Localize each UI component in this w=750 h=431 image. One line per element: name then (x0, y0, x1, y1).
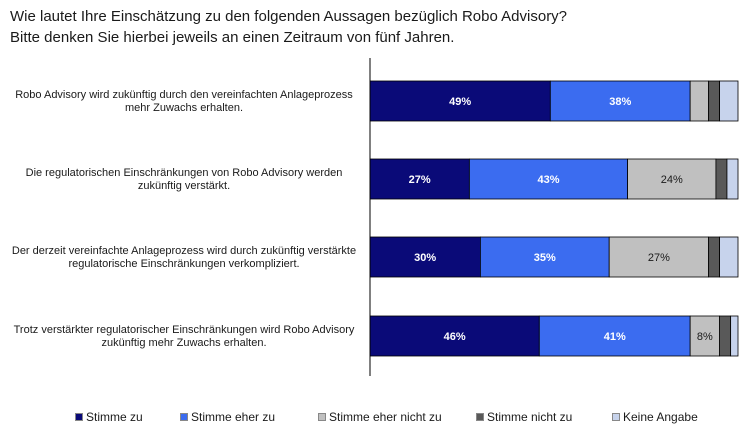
legend-label: Stimme eher zu (191, 410, 276, 424)
data-label: 43% (537, 174, 559, 186)
data-label: 41% (604, 331, 626, 343)
bar-segment (468, 158, 628, 200)
bar-segment (369, 158, 470, 200)
bar-segment (719, 236, 739, 278)
category-label-line: regulatorische Einschränkungen verkompli… (68, 258, 299, 270)
bar-segment (719, 80, 739, 122)
bar-segment (730, 315, 739, 357)
bar-segment (715, 158, 728, 200)
data-label: 38% (609, 96, 631, 108)
data-label: 24% (661, 174, 683, 186)
bar-segment (627, 158, 717, 200)
category-label: Der derzeit vereinfachte Anlageprozess w… (12, 245, 356, 270)
data-label: 46% (444, 331, 466, 343)
chart-title: Wie lautet Ihre Einschätzung zu den folg… (10, 6, 567, 48)
category-label-line: mehr Zuwachs erhalten. (125, 102, 243, 114)
category-label-line: Die regulatorischen Einschränkungen von … (26, 167, 343, 179)
data-label: 35% (534, 252, 556, 264)
bar-segment (369, 315, 540, 357)
category-label: Die regulatorischen Einschränkungen von … (26, 167, 343, 192)
category-label-line: zukünftig verstärkt. (138, 180, 230, 192)
legend-label: Keine Angabe (623, 410, 698, 424)
category-label-line: Robo Advisory wird zukünftig durch den v… (15, 89, 353, 101)
category-label-line: zukünftig mehr Zuwachs erhalten. (101, 337, 266, 349)
bar-segment (369, 80, 551, 122)
legend-label: Stimme zu (86, 410, 143, 424)
bar-segment (689, 315, 720, 357)
legend-label: Stimme nicht zu (487, 410, 573, 424)
data-label: 30% (414, 252, 436, 264)
bar-segment (479, 236, 610, 278)
legend-swatch (612, 413, 620, 421)
bar-segment (708, 80, 720, 122)
bar-segment (369, 236, 481, 278)
legend-item: Stimme zu (75, 410, 143, 424)
data-label: 27% (409, 174, 431, 186)
category-label-line: Trotz verstärkter regulatorischer Einsch… (14, 324, 355, 336)
legend-item: Stimme eher zu (180, 410, 275, 424)
data-label: 27% (648, 252, 670, 264)
chart-legend: Stimme zu Stimme eher zu Stimme eher nicht… (0, 410, 750, 430)
bar-segment (719, 315, 732, 357)
category-label-line: Der derzeit vereinfachte Anlageprozess w… (12, 245, 356, 257)
legend-swatch (318, 413, 326, 421)
category-label: Trotz verstärkter regulatorischer Einsch… (14, 324, 355, 349)
legend-swatch (75, 413, 83, 421)
data-label: 49% (449, 96, 471, 108)
legend-item: Stimme eher nicht zu (318, 410, 442, 424)
legend-item: Keine Angabe (612, 410, 698, 424)
legend-label: Stimme eher nicht zu (329, 410, 442, 424)
title-line-1: Wie lautet Ihre Einschätzung zu den folg… (10, 8, 568, 25)
bar-segment (726, 158, 739, 200)
bar-segment (708, 236, 720, 278)
bar-segment (689, 80, 709, 122)
category-label: Robo Advisory wird zukünftig durch den v… (15, 89, 353, 114)
bar-segment (608, 236, 709, 278)
legend-item: Stimme nicht zu (476, 410, 572, 424)
legend-swatch (476, 413, 484, 421)
title-line-2: Bitte denken Sie hierbei jeweils an eine… (10, 29, 455, 46)
legend-swatch (180, 413, 188, 421)
data-label: 8% (697, 331, 713, 343)
